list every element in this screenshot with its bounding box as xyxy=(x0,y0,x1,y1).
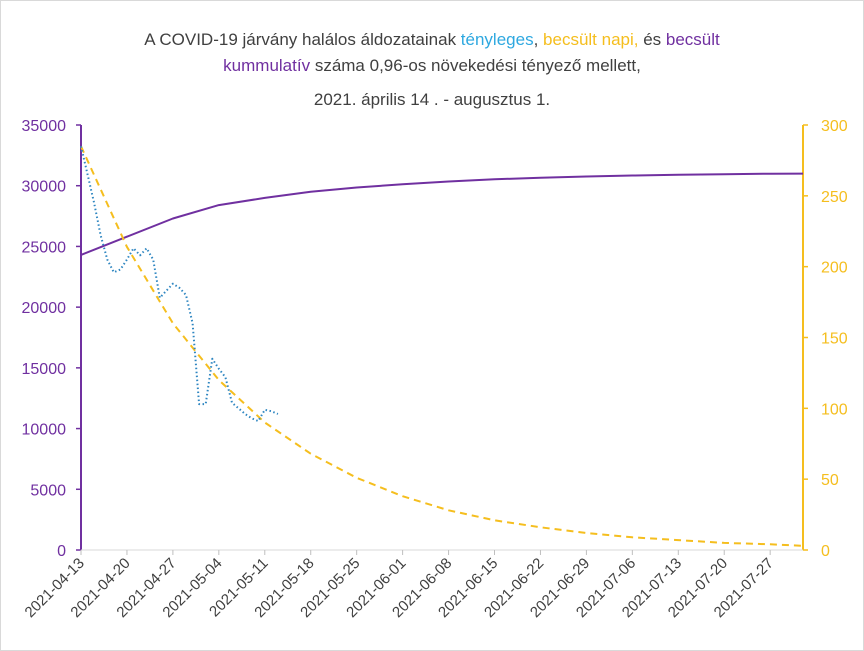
left-tick-label: 15000 xyxy=(22,361,67,378)
left-tick-label: 30000 xyxy=(22,179,67,196)
series-line-actual xyxy=(80,146,279,423)
left-tick-label: 35000 xyxy=(22,118,67,135)
title-segment: , xyxy=(534,30,543,49)
title-segment: becsült xyxy=(666,30,720,49)
title-segment: becsült napi, xyxy=(543,30,638,49)
left-tick-label: 5000 xyxy=(30,482,66,499)
left-tick-label: 10000 xyxy=(22,422,67,439)
series-line-cumulative xyxy=(80,172,804,256)
right-tick-label: 50 xyxy=(821,472,839,489)
title-line-2: kummulatív száma 0,96-os növekedési tény… xyxy=(223,56,641,75)
left-tick-label: 25000 xyxy=(22,239,67,256)
right-tick-label: 200 xyxy=(821,260,848,277)
title-line-1: A COVID-19 járvány halálos áldozatainak … xyxy=(144,30,720,49)
title-segment: A COVID-19 járvány halálos áldozatainak xyxy=(144,30,461,49)
right-tick-label: 250 xyxy=(821,189,848,206)
right-axis-ticks: 0 50 100 150 200 250 300 xyxy=(803,118,848,560)
series-line-estimated-daily xyxy=(80,145,804,547)
right-tick-label: 300 xyxy=(821,118,848,135)
title-segment: kummulatív xyxy=(223,56,310,75)
right-tick-label: 0 xyxy=(821,543,830,560)
x-axis-ticks: 2021-04-132021-04-202021-04-272021-05-04… xyxy=(22,550,777,621)
title-segment: tényleges xyxy=(461,30,534,49)
chart-title: A COVID-19 járvány halálos áldozatainak … xyxy=(144,30,720,109)
title-line-3: 2021. április 14 . - augusztus 1. xyxy=(314,90,550,109)
title-segment: és xyxy=(638,30,665,49)
series-lines xyxy=(80,145,804,547)
left-axis-ticks: 0 5000 10000 15000 20000 25000 30000 35000 xyxy=(22,118,81,560)
title-segment: száma 0,96-os növekedési tényező mellett… xyxy=(310,56,641,75)
right-tick-label: 100 xyxy=(821,401,848,418)
left-tick-label: 20000 xyxy=(22,300,67,317)
axes xyxy=(80,125,804,551)
right-tick-label: 150 xyxy=(821,331,848,348)
left-tick-label: 0 xyxy=(57,543,66,560)
